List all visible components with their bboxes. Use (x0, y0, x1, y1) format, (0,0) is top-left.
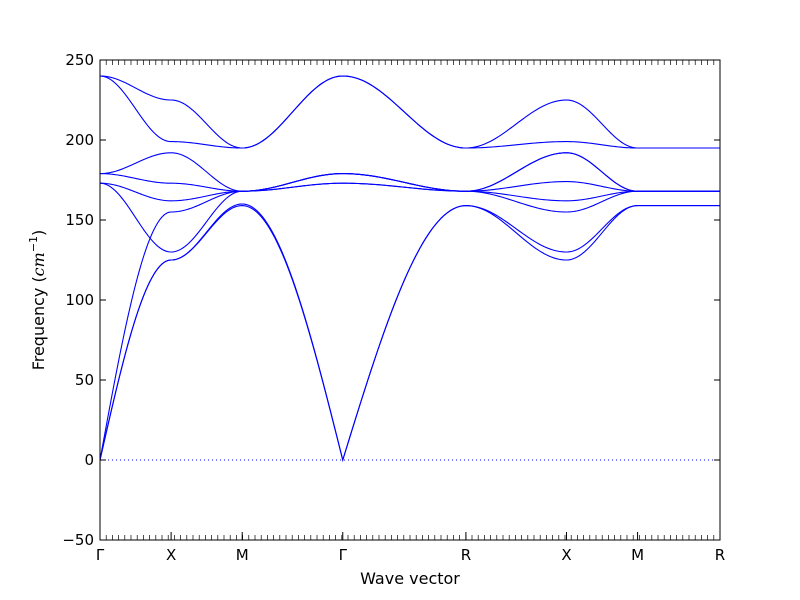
x-tick-label: R (461, 546, 471, 564)
y-axis-label-close: ) (29, 230, 48, 236)
y-tick-label: 0 (84, 451, 94, 469)
y-tick-label: 50 (75, 371, 94, 389)
y-tick-label: 250 (65, 51, 94, 69)
y-axis-label-exp: −1 (27, 236, 40, 252)
y-axis-label-unit: cm (29, 252, 48, 276)
x-tick-label: Γ (96, 546, 105, 564)
plot-background (100, 60, 720, 540)
y-axis-label-text: Frequency ( (29, 276, 48, 370)
y-tick-label: 200 (65, 131, 94, 149)
band-9-line (99, 75, 720, 149)
x-tick-label: Γ (339, 546, 348, 564)
x-tick-label: X (166, 546, 176, 564)
y-tick-label: 150 (65, 211, 94, 229)
y-tick-label: −50 (62, 531, 94, 549)
band-4-line (99, 182, 720, 202)
y-tick-label: 100 (65, 291, 94, 309)
x-tick-label: X (561, 546, 571, 564)
x-axis-label: Wave vector (360, 569, 460, 588)
y-axis-label: Frequency (cm−1) (27, 230, 48, 371)
tick-label-layer: −50 0 50 100 150 200 250 Γ X M Γ R X M R (62, 51, 725, 564)
plot-frame (99, 59, 721, 541)
band-2-line (99, 205, 720, 463)
x-tick-label: M (631, 546, 644, 564)
x-tick-label: M (236, 546, 249, 564)
band-7-line (99, 152, 720, 192)
band-lines (99, 75, 720, 463)
x-tick-label: R (715, 546, 725, 564)
